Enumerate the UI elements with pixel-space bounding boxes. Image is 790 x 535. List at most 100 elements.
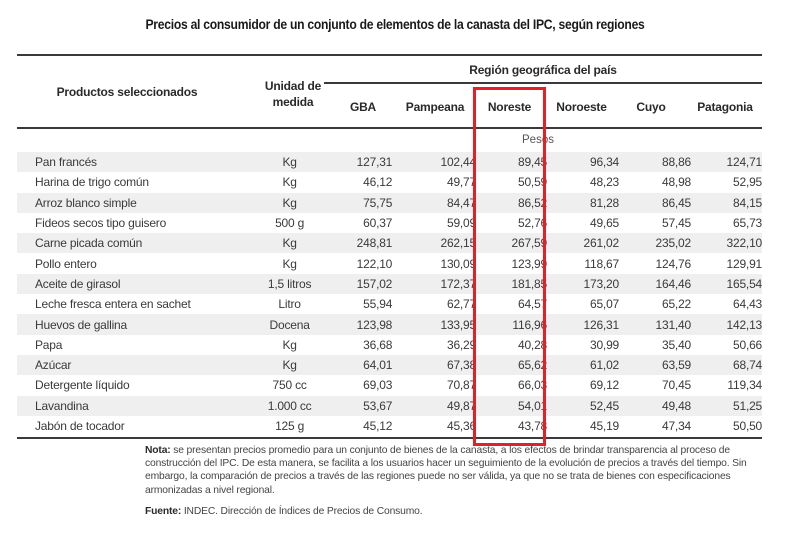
region-subrule: [324, 82, 762, 84]
cell-unit: 500 g: [275, 216, 305, 231]
cell-unit: Docena: [269, 317, 310, 332]
cell-price-cuyo: 48,98: [661, 175, 692, 190]
header-products: Productos seleccionados: [56, 85, 198, 99]
header-region-gba: GBA: [349, 100, 377, 114]
cell-price-noroeste: 118,67: [584, 256, 620, 271]
cell-price-noreste: 89,45: [517, 155, 548, 170]
table-bottom-rule: [17, 437, 762, 439]
cell-product: Azúcar: [35, 358, 72, 373]
cell-price-gba: 60,37: [363, 216, 393, 231]
cell-price-pampeana: 45,36: [446, 419, 476, 433]
cell-price-noreste: 181,85: [511, 276, 548, 291]
cell-price-patagonia: 64,43: [733, 297, 763, 312]
cell-unit: 125 g: [275, 419, 305, 433]
cell-price-patagonia: 51,25: [733, 398, 763, 413]
cell-price-noreste: 52,76: [517, 216, 548, 231]
cell-price-pampeana: 67,38: [446, 358, 476, 373]
cell-product: Arroz blanco simple: [35, 195, 137, 210]
cell-price-noroeste: 81,28: [589, 195, 620, 210]
table-row: Detergente líquido 750 cc 69,03 70,87 66,03 6…: [17, 375, 762, 395]
cell-price-cuyo: 35,40: [661, 337, 692, 352]
cell-price-cuyo: 63,59: [661, 358, 692, 373]
source: Fuente: INDEC. Dirección de Índices de P…: [145, 506, 423, 517]
header-unit-line1: Unidad de: [264, 79, 322, 93]
cell-product: Leche fresca entera en sachet: [35, 297, 191, 312]
cell-price-patagonia: 50,66: [733, 337, 763, 352]
cell-unit: Kg: [282, 236, 297, 251]
cell-price-gba: 55,94: [363, 297, 393, 312]
cell-price-patagonia: 50,50: [733, 419, 763, 433]
cell-price-gba: 69,03: [363, 378, 393, 393]
cell-price-noreste: 40,28: [517, 337, 548, 352]
cell-product: Aceite de girasol: [35, 276, 121, 291]
cell-price-gba: 45,12: [363, 419, 393, 433]
cell-product: Harina de trigo común: [35, 175, 149, 190]
cell-price-gba: 127,31: [356, 155, 393, 170]
header-region-noreste: Noreste: [487, 100, 532, 114]
cell-price-noreste: 54,01: [517, 398, 548, 413]
cell-price-noreste: 267,59: [511, 236, 548, 251]
cell-price-noroeste: 261,02: [583, 236, 620, 251]
cell-price-cuyo: 47,34: [661, 419, 692, 433]
cell-price-noroeste: 30,99: [589, 337, 620, 352]
table-row: Jabón de tocador 125 g 45,12 45,36 43,78 45,1…: [17, 416, 762, 436]
header-unit: Unidad de medida: [248, 78, 338, 110]
cell-price-noroeste: 126,31: [583, 317, 620, 332]
cell-price-pampeana: 133,95: [440, 317, 476, 332]
cell-unit: Kg: [282, 195, 297, 210]
cell-price-cuyo: 235,02: [655, 236, 692, 251]
cell-price-gba: 75,75: [363, 195, 393, 210]
cell-price-cuyo: 131,40: [655, 317, 692, 332]
cell-unit: Kg: [282, 256, 297, 271]
cell-price-noroeste: 69,12: [589, 378, 620, 393]
cell-price-noreste: 123,99: [511, 256, 548, 271]
cell-unit: 1.000 cc: [267, 398, 312, 413]
cell-price-gba: 53,67: [363, 398, 393, 413]
cell-product: Carne picada común: [35, 236, 143, 251]
cell-price-patagonia: 129,91: [726, 256, 763, 271]
table-row: Fideos secos tipo guisero 500 g 60,37 59,09…: [17, 213, 762, 233]
header-unit-line2: medida: [272, 95, 314, 109]
cell-price-noreste: 65,62: [517, 358, 548, 373]
cell-price-noreste: 50,59: [517, 175, 548, 190]
cell-price-noreste: 66,03: [517, 378, 548, 393]
cell-price-cuyo: 88,86: [661, 155, 692, 170]
cell-price-noroeste: 65,07: [589, 297, 620, 312]
header-bottom-rule: [17, 127, 762, 129]
cell-price-noreste: 86,52: [517, 195, 548, 210]
table-row: Papa Kg 36,68 36,29 40,28 30,99 35,40 50,66: [17, 335, 762, 355]
cell-price-patagonia: 84,15: [733, 195, 763, 210]
table-row: Pollo entero Kg 122,10 130,09 123,99 118,67 12…: [17, 253, 762, 273]
cell-unit: Kg: [282, 337, 297, 352]
header-region-noroeste: Noroeste: [556, 100, 607, 114]
cell-price-gba: 123,98: [356, 317, 393, 332]
cell-unit: Litro: [278, 297, 301, 312]
header-region-cuyo: Cuyo: [636, 100, 666, 114]
cell-unit: Kg: [282, 175, 297, 190]
table-row: Pan francés Kg 127,31 102,44 89,45 96,34 88,86…: [17, 152, 762, 173]
cell-price-noroeste: 48,23: [589, 175, 620, 190]
cell-unit: Kg: [282, 358, 297, 373]
cell-product: Lavandina: [35, 398, 89, 413]
cell-price-gba: 122,10: [356, 256, 393, 271]
cell-product: Jabón de tocador: [35, 419, 125, 433]
cell-price-cuyo: 70,45: [661, 378, 692, 393]
header-region-pampeana: Pampeana: [405, 100, 465, 114]
cell-price-pampeana: 49,87: [446, 398, 476, 413]
cell-price-pampeana: 70,87: [446, 378, 476, 393]
cell-price-noroeste: 96,34: [589, 155, 620, 170]
cell-price-pampeana: 130,09: [440, 256, 476, 271]
table-body: Pan francés Kg 127,31 102,44 89,45 96,34 88,86…: [17, 152, 762, 436]
cell-price-noroeste: 49,65: [589, 216, 620, 231]
cell-price-cuyo: 49,48: [661, 398, 692, 413]
cell-price-noroeste: 45,19: [589, 419, 620, 433]
table-row: Arroz blanco simple Kg 75,75 84,47 86,52 81,2…: [17, 192, 763, 213]
cell-price-pampeana: 36,29: [446, 337, 476, 352]
cell-price-noreste: 64,57: [517, 297, 548, 312]
cell-price-gba: 46,12: [363, 175, 393, 190]
cell-price-noroeste: 61,02: [589, 358, 620, 373]
cell-price-gba: 36,68: [363, 337, 393, 352]
cell-product: Huevos de gallina: [35, 317, 127, 332]
cell-price-patagonia: 142,13: [726, 317, 763, 332]
cell-price-cuyo: 124,76: [655, 256, 692, 271]
